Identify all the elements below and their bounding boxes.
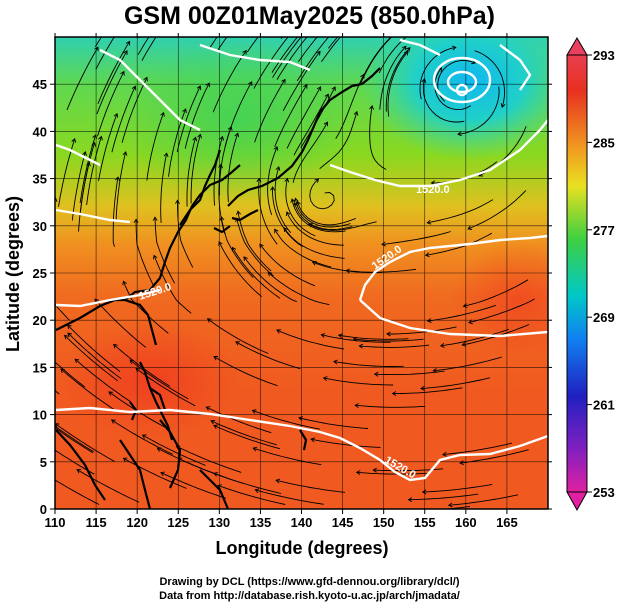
lon-tick-label: 120 (126, 515, 148, 530)
lon-tick-label: 165 (496, 515, 518, 530)
lat-tick-label: 40 (33, 124, 47, 139)
lon-tick-label: 130 (208, 515, 230, 530)
axis-ticks (50, 33, 552, 514)
grid-lines (55, 37, 548, 509)
latitude-tick-labels: 0 5 10 15 20 25 30 35 40 45 (33, 77, 47, 517)
lat-tick-label: 45 (33, 77, 47, 92)
credit-dcl: Drawing by DCL (https://www.gfd-dennou.o… (159, 576, 460, 588)
lon-tick-label: 110 (45, 515, 66, 530)
lat-tick-label: 15 (33, 360, 47, 375)
contour-label: 1520.0 (416, 184, 450, 196)
colorbar-bottom-arrow (566, 491, 588, 512)
colorbar-label: 285 (593, 135, 615, 150)
lat-tick-label: 5 (40, 455, 47, 470)
colorbar-label: 269 (593, 310, 615, 325)
lat-tick-label: 10 (33, 408, 47, 423)
longitude-tick-labels: 110 115 120 125 130 135 140 145 150 155 160 165 (45, 515, 518, 530)
colorbar-label: 253 (593, 485, 615, 500)
lon-tick-label: 125 (167, 515, 189, 530)
lat-tick-label: 25 (33, 266, 47, 281)
lon-tick-label: 135 (250, 515, 272, 530)
geopotential-contours (55, 38, 548, 482)
lon-tick-label: 150 (373, 515, 395, 530)
circle-marker-icon (455, 83, 469, 97)
colorbar: 293 285 277 269 261 253 (566, 37, 615, 512)
credit-data: Data from http://database.rish.kyoto-u.a… (159, 590, 460, 602)
lat-tick-label: 20 (33, 313, 47, 328)
lon-tick-label: 115 (86, 515, 107, 530)
colorbar-label: 293 (593, 48, 615, 63)
wind-streamlines (55, 37, 535, 509)
lat-tick-label: 30 (33, 219, 47, 234)
page-title: GSM 00Z01May2025 (850.0hPa) (123, 2, 496, 30)
lon-tick-label: 160 (455, 515, 477, 530)
coastlines (55, 67, 381, 509)
lat-tick-label: 0 (40, 502, 47, 517)
lon-tick-label: 140 (291, 515, 313, 530)
x-axis-label: Longitude (degrees) (215, 538, 388, 558)
lat-tick-label: 35 (33, 172, 47, 187)
colorbar-label: 261 (593, 398, 615, 413)
colorbar-label: 277 (593, 223, 615, 238)
y-axis-label: Latitude (degrees) (3, 196, 23, 352)
lon-tick-label: 155 (414, 515, 436, 530)
colorbar-bar (566, 54, 588, 493)
colorbar-top-arrow (566, 37, 588, 56)
lon-tick-label: 145 (332, 515, 354, 530)
